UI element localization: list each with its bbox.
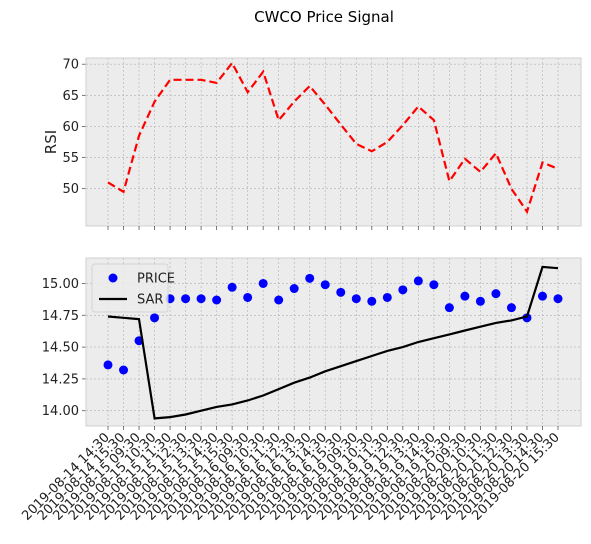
sar-ytick-label: 15.00 [42,277,79,292]
sar-price-point [414,276,423,285]
sar-price-point [336,288,345,297]
sar-ytick-label: 14.25 [42,372,79,387]
sar-price-point [507,303,516,312]
rsi-ytick-label: 55 [62,151,79,166]
sar-price-point [445,303,454,312]
sar-panel: 14.00 14.25 14.50 14.75 15.00 PRICE SAR [42,258,581,430]
sar-price-point [383,293,392,302]
rsi-plot-background [86,58,581,226]
sar-ytick-label: 14.00 [42,404,79,419]
sar-price-point [398,285,407,294]
sar-price-point [352,294,361,303]
chart-title: CWCO Price Signal [254,8,394,26]
legend-label: PRICE [137,272,175,287]
sar-ytick-label: 14.50 [42,341,79,356]
sar-price-point [119,366,128,375]
sar-price-point [274,296,283,305]
sar-price-point [321,280,330,289]
sar-price-point [181,294,190,303]
sar-price-point [476,297,485,306]
rsi-ytick-label: 50 [62,182,79,197]
sar-price-point [429,280,438,289]
sar-price-point [305,274,314,283]
sar-price-point [491,289,500,298]
rsi-ytick-label: 65 [62,89,79,104]
sar-price-point [150,313,159,322]
sar-price-point [228,283,237,292]
sar-price-point [212,296,221,305]
legend-label: SAR [137,293,163,308]
sar-ytick-label: 14.75 [42,309,79,324]
sar-price-point [243,293,252,302]
sar-price-point [554,294,563,303]
rsi-ytick-label: 60 [62,120,79,135]
sar-price-point [104,360,113,369]
rsi-ytick-label: 70 [62,58,79,73]
sar-price-point [259,279,268,288]
sar-price-point [460,292,469,301]
rsi-panel: 50 55 60 65 70 RSI [42,58,581,230]
sar-price-point [290,284,299,293]
sar-legend: PRICE SAR [92,264,175,312]
sar-price-point [197,294,206,303]
sar-price-point [367,297,376,306]
sar-price-point [538,292,547,301]
rsi-ylabel: RSI [42,130,60,154]
legend-price-marker [109,274,118,283]
